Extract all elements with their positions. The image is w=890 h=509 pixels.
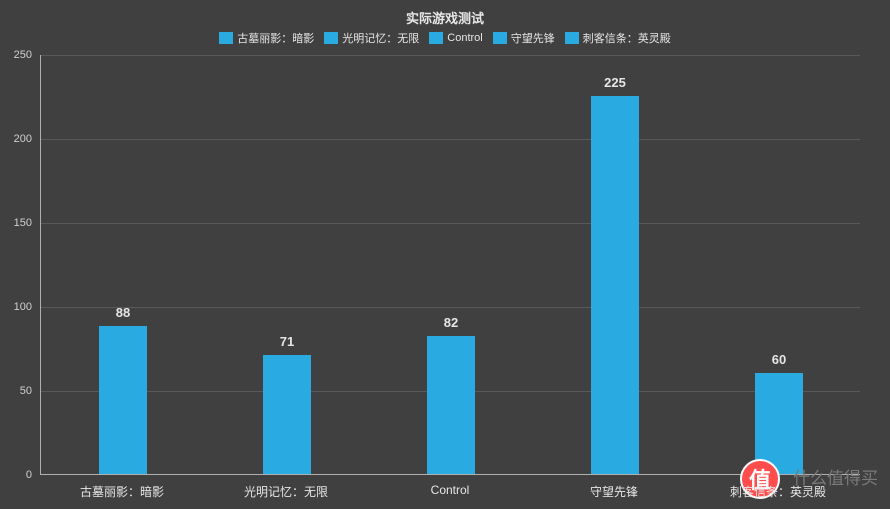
y-tick-label: 150	[2, 217, 32, 229]
legend-label: 古墓丽影：暗影	[237, 30, 314, 46]
grid-line	[41, 307, 860, 308]
bar	[99, 326, 147, 474]
bar	[591, 96, 639, 474]
bar-value-label: 82	[444, 315, 458, 330]
x-tick-label: Control	[431, 483, 470, 497]
legend-label: Control	[447, 32, 482, 44]
legend-swatch-icon	[493, 32, 507, 44]
chart-title: 实际游戏测试	[0, 8, 890, 27]
grid-line	[41, 55, 860, 56]
chart-root: 实际游戏测试 古墓丽影：暗影光明记忆：无限Control守望先锋刺客信条：英灵殿…	[0, 0, 890, 509]
x-tick-label: 守望先锋	[590, 483, 638, 500]
y-tick-label: 200	[2, 133, 32, 145]
legend-item: Control	[429, 30, 482, 46]
legend-label: 光明记忆：无限	[342, 30, 419, 46]
y-tick-label: 0	[2, 469, 32, 481]
y-tick-label: 100	[2, 301, 32, 313]
x-tick-label: 刺客信条：英灵殿	[730, 483, 826, 500]
legend-item: 光明记忆：无限	[324, 30, 419, 46]
legend-swatch-icon	[429, 32, 443, 44]
bar-value-label: 60	[772, 352, 786, 367]
bar-value-label: 88	[116, 305, 130, 320]
legend-label: 守望先锋	[511, 30, 555, 46]
grid-line	[41, 139, 860, 140]
bar-value-label: 225	[604, 75, 626, 90]
y-tick-label: 50	[2, 385, 32, 397]
bar-value-label: 71	[280, 334, 294, 349]
y-tick-label: 250	[2, 49, 32, 61]
legend-swatch-icon	[324, 32, 338, 44]
legend-label: 刺客信条：英灵殿	[583, 30, 671, 46]
legend-swatch-icon	[565, 32, 579, 44]
legend-item: 守望先锋	[493, 30, 555, 46]
grid-line	[41, 223, 860, 224]
legend-item: 古墓丽影：暗影	[219, 30, 314, 46]
x-tick-label: 古墓丽影：暗影	[80, 483, 164, 500]
legend: 古墓丽影：暗影 光明记忆：无限 Control 守望先锋 刺客信条：英灵殿	[0, 30, 890, 46]
x-tick-label: 光明记忆：无限	[244, 483, 328, 500]
bar	[263, 355, 311, 474]
plot-area: 88 71 82 225 60	[40, 55, 860, 475]
bar	[427, 336, 475, 474]
legend-item: 刺客信条：英灵殿	[565, 30, 671, 46]
legend-swatch-icon	[219, 32, 233, 44]
